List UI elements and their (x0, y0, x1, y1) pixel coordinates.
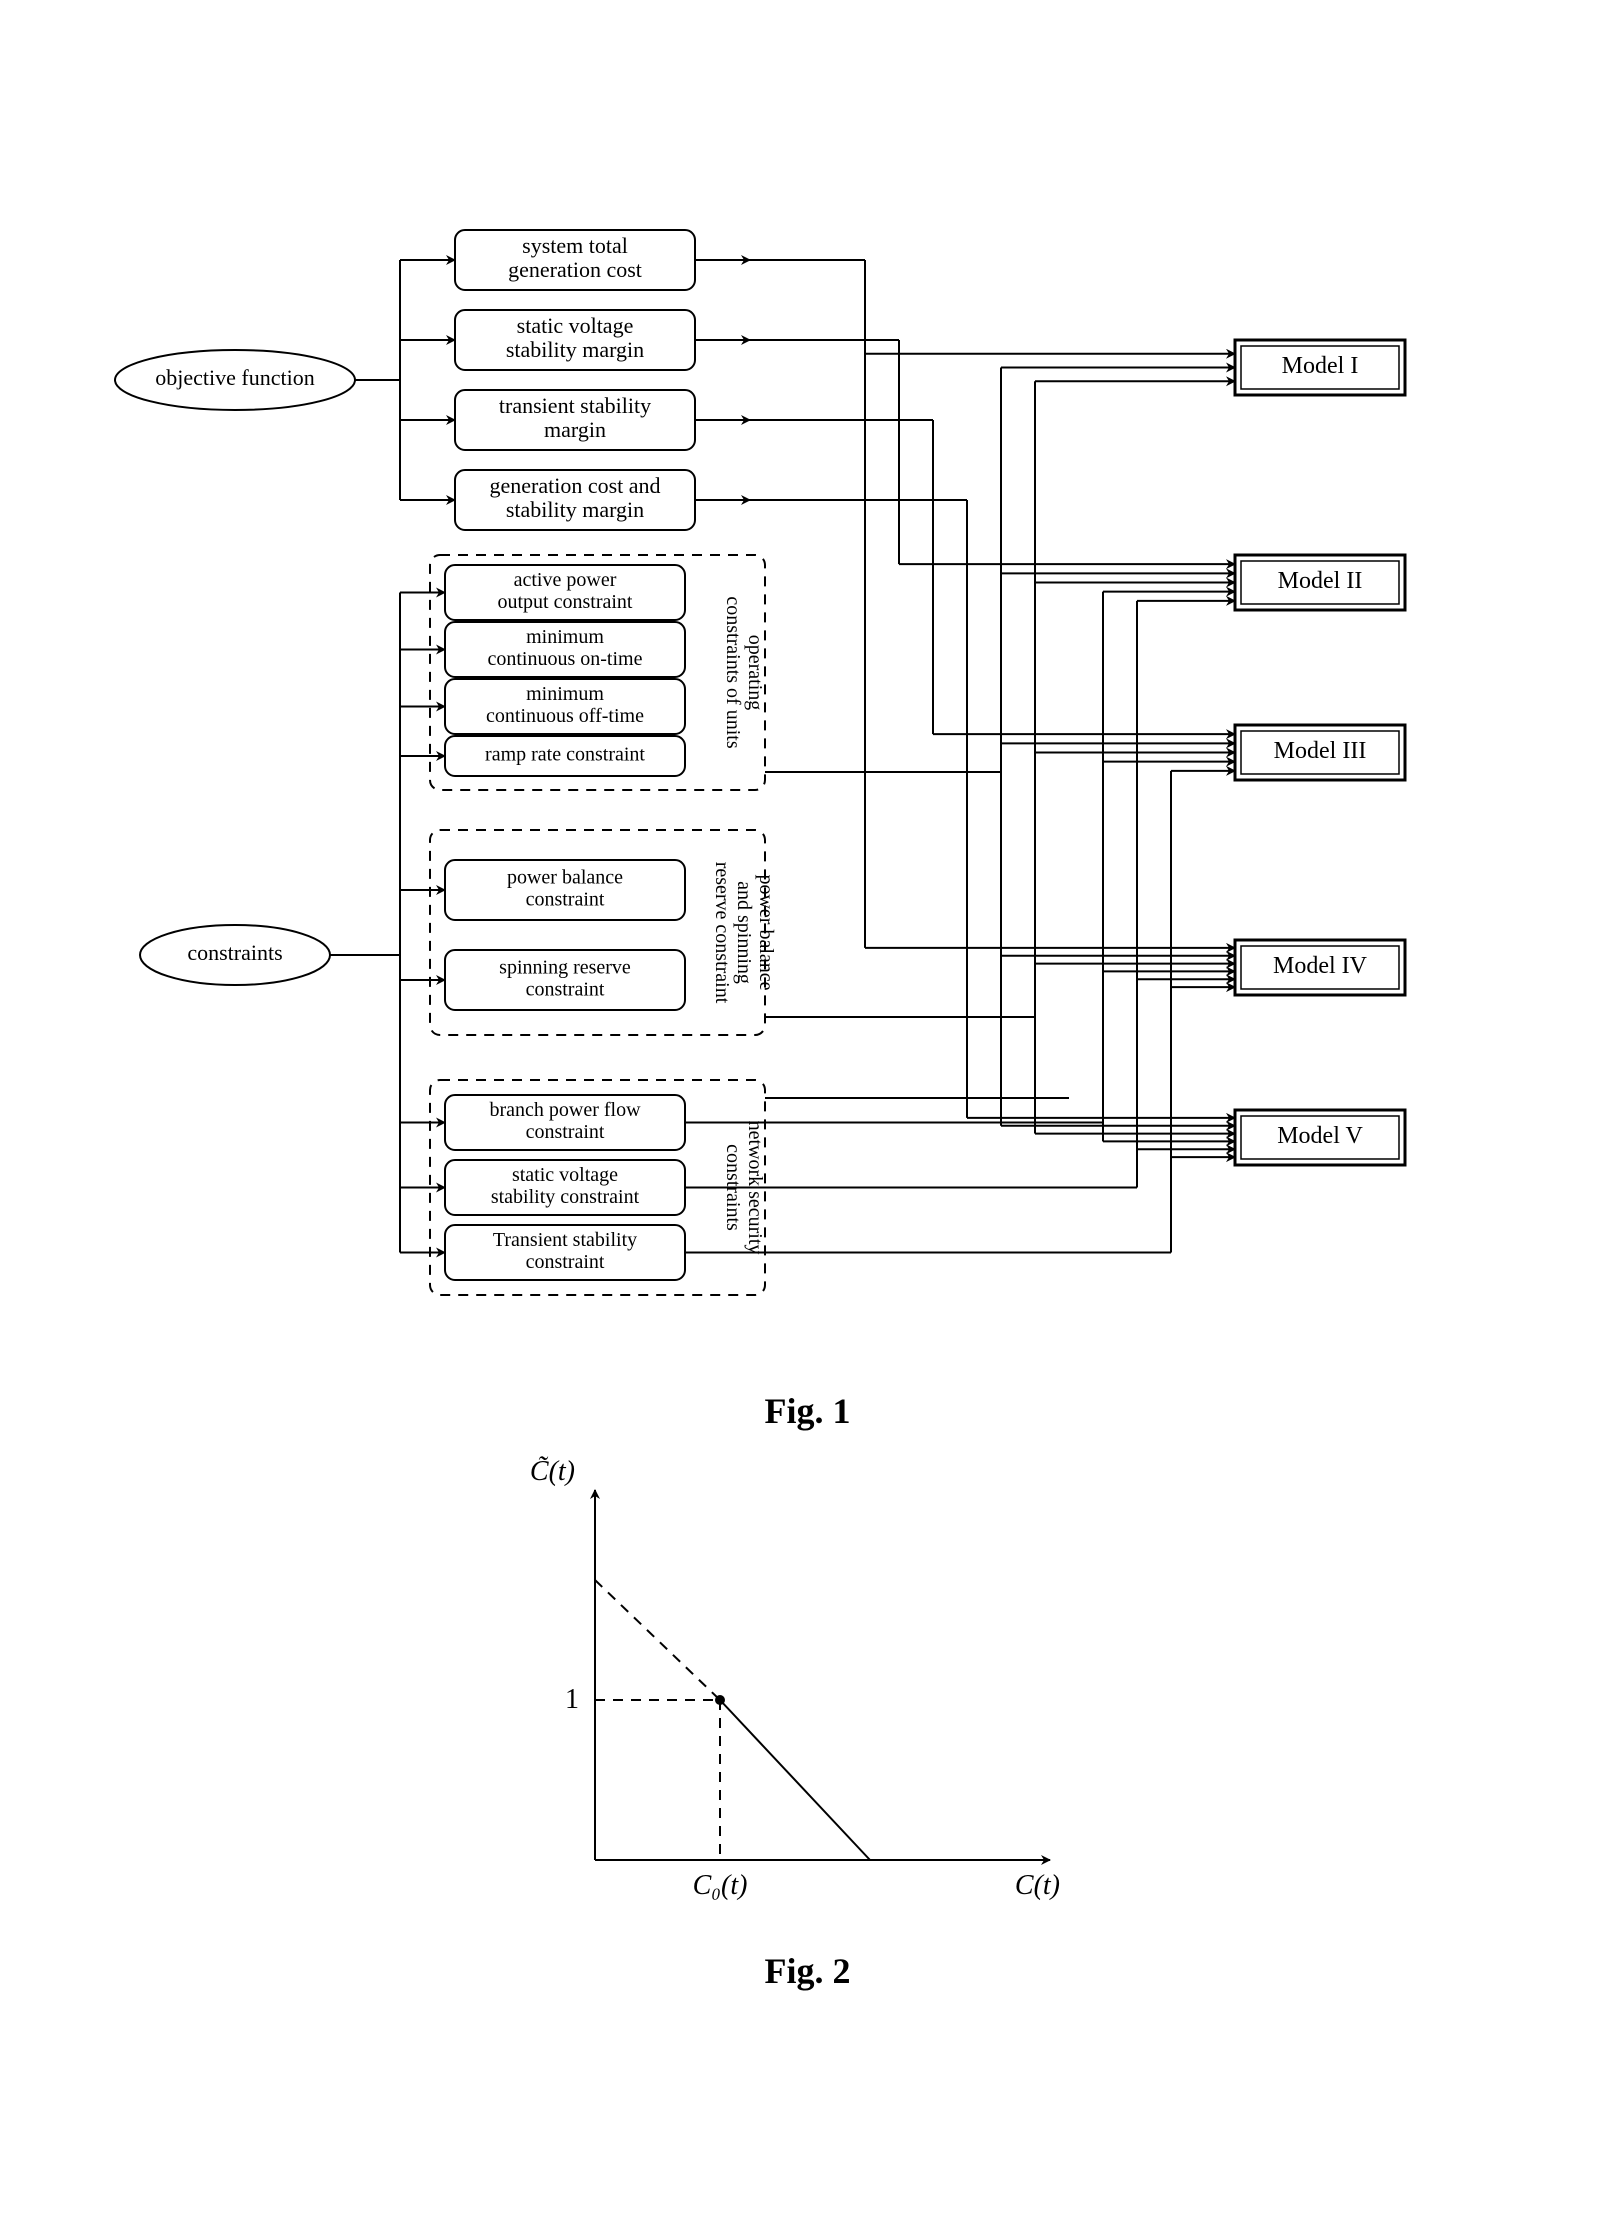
svg-text:spinning reserve: spinning reserve (499, 957, 631, 979)
svg-text:continuous on-time: continuous on-time (488, 648, 643, 670)
svg-text:1: 1 (565, 1684, 579, 1715)
svg-text:stability margin: stability margin (506, 337, 644, 362)
svg-text:generation cost and: generation cost and (489, 473, 660, 498)
svg-text:constraint: constraint (526, 979, 605, 1001)
svg-text:objective function: objective function (155, 365, 314, 390)
svg-text:constraint: constraint (526, 1251, 605, 1273)
svg-text:static voltage: static voltage (517, 313, 634, 338)
fig2-caption: Fig. 2 (0, 1950, 1615, 1992)
svg-text:output constraint: output constraint (498, 591, 633, 613)
svg-text:constraint: constraint (526, 889, 605, 911)
svg-text:static voltage: static voltage (512, 1164, 618, 1186)
svg-text:Transient stability: Transient stability (493, 1229, 637, 1251)
svg-text:power balance: power balance (507, 867, 623, 889)
svg-text:branch power flow: branch power flow (489, 1099, 641, 1121)
svg-text:C̃(t): C̃(t) (530, 1456, 575, 1487)
svg-text:C₀(t): C₀(t) (693, 1870, 748, 1901)
svg-text:generation cost: generation cost (508, 257, 642, 282)
svg-text:minimum: minimum (526, 683, 604, 705)
svg-text:constraints: constraints (187, 940, 282, 965)
fig1-caption: Fig. 1 (0, 1390, 1615, 1432)
svg-text:system total: system total (522, 233, 628, 258)
svg-text:Model III: Model III (1274, 738, 1367, 764)
svg-text:ramp rate constraint: ramp rate constraint (485, 744, 645, 766)
svg-text:minimum: minimum (526, 626, 604, 648)
svg-text:Model I: Model I (1282, 353, 1359, 379)
svg-text:stability constraint: stability constraint (491, 1186, 640, 1208)
svg-text:C(t): C(t) (1015, 1870, 1060, 1901)
svg-text:power balanceand spinningreser: power balanceand spinningreserve constra… (711, 862, 777, 1004)
svg-text:stability margin: stability margin (506, 497, 644, 522)
svg-text:margin: margin (544, 417, 606, 442)
svg-text:continuous off-time: continuous off-time (486, 705, 644, 727)
svg-text:Model II: Model II (1278, 568, 1363, 594)
svg-text:constraint: constraint (526, 1121, 605, 1143)
svg-text:Model IV: Model IV (1273, 953, 1368, 979)
svg-text:Model V: Model V (1277, 1123, 1363, 1149)
svg-text:transient stability: transient stability (499, 393, 651, 418)
svg-text:operatingconstraints of units: operatingconstraints of units (722, 596, 766, 748)
svg-text:active power: active power (514, 569, 617, 591)
